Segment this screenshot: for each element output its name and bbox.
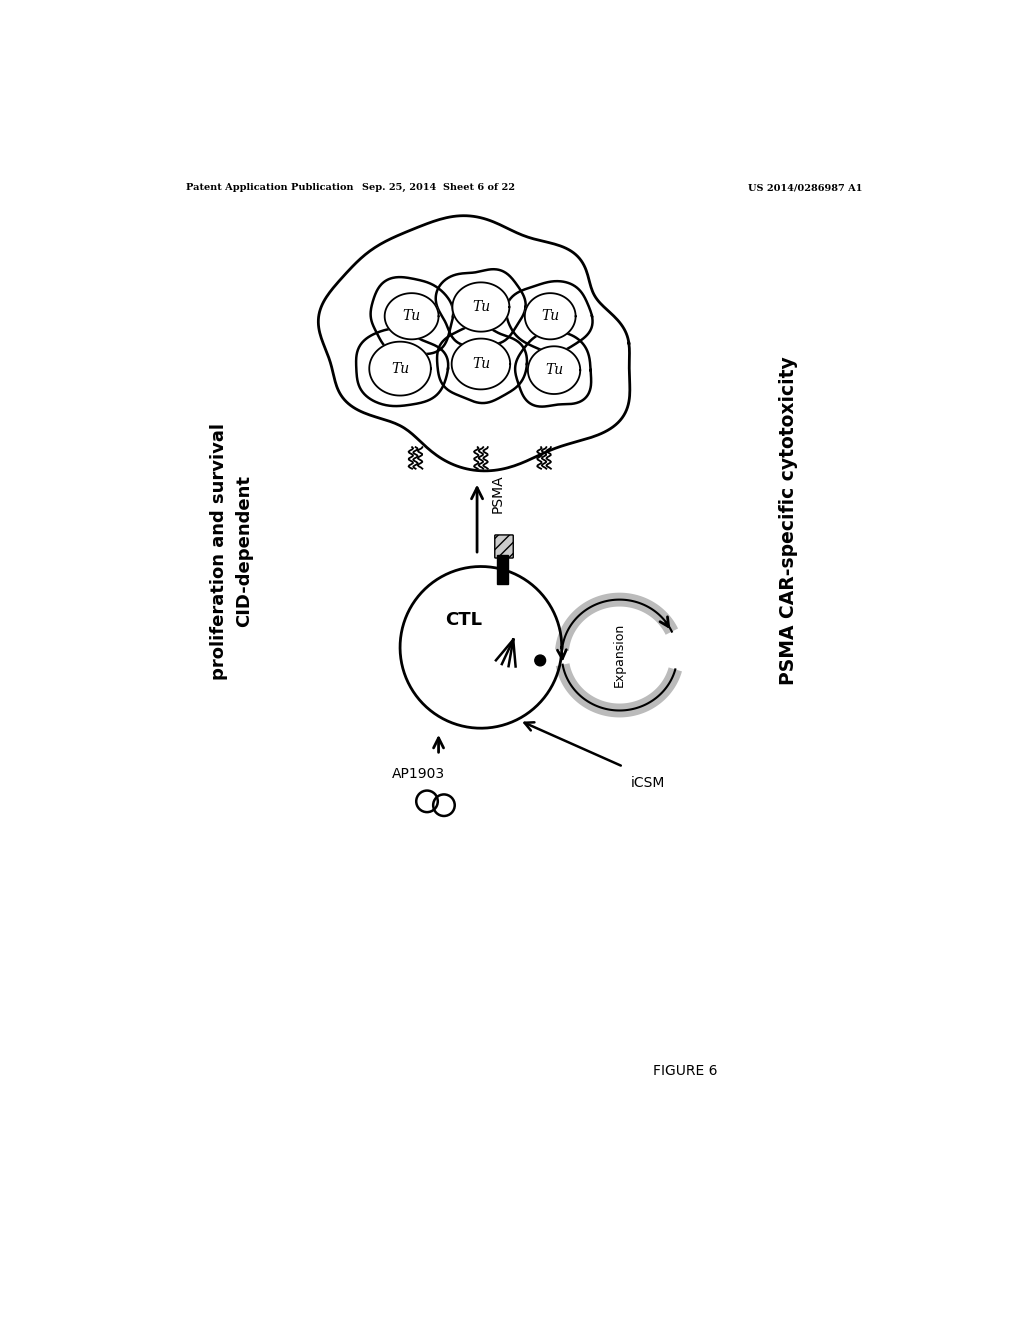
Text: iCSM: iCSM [631,776,666,789]
Text: Sep. 25, 2014  Sheet 6 of 22: Sep. 25, 2014 Sheet 6 of 22 [362,183,515,193]
Text: AP1903: AP1903 [392,767,445,781]
Polygon shape [385,293,438,339]
Text: Patent Application Publication: Patent Application Publication [186,183,353,193]
Text: proliferation and survival: proliferation and survival [210,422,228,680]
Polygon shape [370,342,431,396]
Text: Tu: Tu [402,309,421,323]
Text: Tu: Tu [545,363,563,378]
Text: PSMA: PSMA [490,474,505,512]
Bar [497,554,508,585]
Polygon shape [528,346,581,393]
Polygon shape [515,331,591,407]
Text: Tu: Tu [391,362,410,376]
Text: CID-dependent: CID-dependent [236,475,254,627]
Polygon shape [400,566,562,729]
Text: Tu: Tu [472,356,489,371]
Text: US 2014/0286987 A1: US 2014/0286987 A1 [748,183,862,193]
Polygon shape [437,325,527,403]
Polygon shape [525,293,575,339]
Text: PSMA CAR-specific cytotoxicity: PSMA CAR-specific cytotoxicity [779,356,799,685]
Text: Tu: Tu [541,309,559,323]
Polygon shape [453,282,509,331]
Polygon shape [452,339,510,389]
Polygon shape [356,329,449,407]
Circle shape [535,655,546,665]
Text: FIGURE 6: FIGURE 6 [652,1064,717,1078]
Polygon shape [371,277,454,354]
Text: Expansion: Expansion [613,623,626,688]
Text: CTL: CTL [445,611,482,630]
Polygon shape [506,281,593,352]
FancyBboxPatch shape [495,535,513,558]
Polygon shape [318,215,630,471]
Polygon shape [436,269,525,346]
Text: Tu: Tu [472,300,489,314]
